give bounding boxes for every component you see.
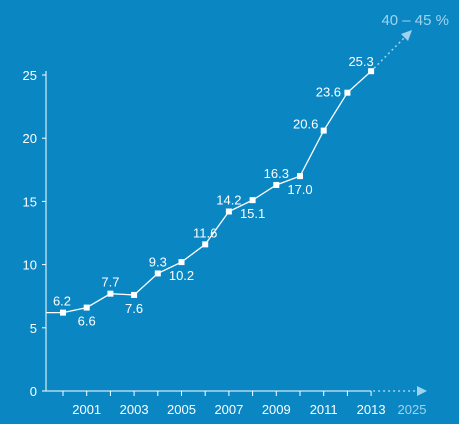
data-label-2005: 10.2 <box>169 268 194 283</box>
data-point-2005 <box>178 259 185 266</box>
data-label-2013: 25.3 <box>348 54 373 69</box>
x-tick-label-2005: 2005 <box>167 402 196 417</box>
data-label-2008: 15.1 <box>240 206 265 221</box>
x-tick-label-2001: 2001 <box>72 402 101 417</box>
chart-data-labels: 6.2 6.6 7.7 7.6 9.310.2 11.6 14.215.1 16.317.0 2… <box>53 54 374 328</box>
y-tick-label-0: 0 <box>30 384 37 399</box>
data-point-2012 <box>344 89 351 96</box>
y-tick-label-15: 15 <box>23 194 37 209</box>
data-point-2010 <box>297 173 303 180</box>
data-label-2007: 14.2 <box>216 193 241 208</box>
y-tick-label-25: 25 <box>23 68 37 83</box>
data-point-2003 <box>131 291 138 298</box>
data-point-2009 <box>273 181 280 188</box>
x-tick-label-2003: 2003 <box>120 402 149 417</box>
data-label-2002: 7.7 <box>101 275 119 290</box>
projection-label: 40 – 45 % <box>381 12 449 29</box>
x-tick-label-2011: 2011 <box>310 402 338 417</box>
data-label-2011: 20.6 <box>293 117 318 132</box>
data-point-2004 <box>154 270 161 277</box>
data-point-2013 <box>368 68 375 75</box>
x-tick-label-2007: 2007 <box>214 402 243 417</box>
data-label-2009: 16.3 <box>264 166 289 181</box>
x-tick-label-2009: 2009 <box>262 402 291 417</box>
y-tick-label-10: 10 <box>23 258 37 273</box>
x-tick-label-2013: 2013 <box>357 402 386 417</box>
x-tick-label-projection: 2025 <box>398 402 427 417</box>
y-tick-label-20: 20 <box>23 131 37 146</box>
chart-series <box>46 30 412 316</box>
data-label-2010: 17.0 <box>287 182 312 197</box>
series-line <box>62 70 372 314</box>
data-point-2006 <box>202 241 209 248</box>
data-label-2000: 6.2 <box>53 294 71 309</box>
data-point-2001 <box>83 304 90 311</box>
series-projection-line <box>373 35 407 69</box>
data-label-2003: 7.6 <box>125 301 143 316</box>
data-label-2006: 11.6 <box>193 225 217 240</box>
data-label-2012: 23.6 <box>316 85 341 100</box>
y-tick-label-5: 5 <box>30 321 37 336</box>
data-label-2004: 9.3 <box>149 254 167 269</box>
data-point-2008 <box>249 197 256 204</box>
series-projection-arrow <box>401 30 412 41</box>
x-axis-projection-arrow <box>417 386 427 396</box>
data-point-2000 <box>60 309 66 316</box>
data-point-2002 <box>107 290 114 297</box>
data-point-2011 <box>320 127 327 134</box>
data-point-2007 <box>225 208 232 215</box>
data-label-2001: 6.6 <box>78 314 96 329</box>
